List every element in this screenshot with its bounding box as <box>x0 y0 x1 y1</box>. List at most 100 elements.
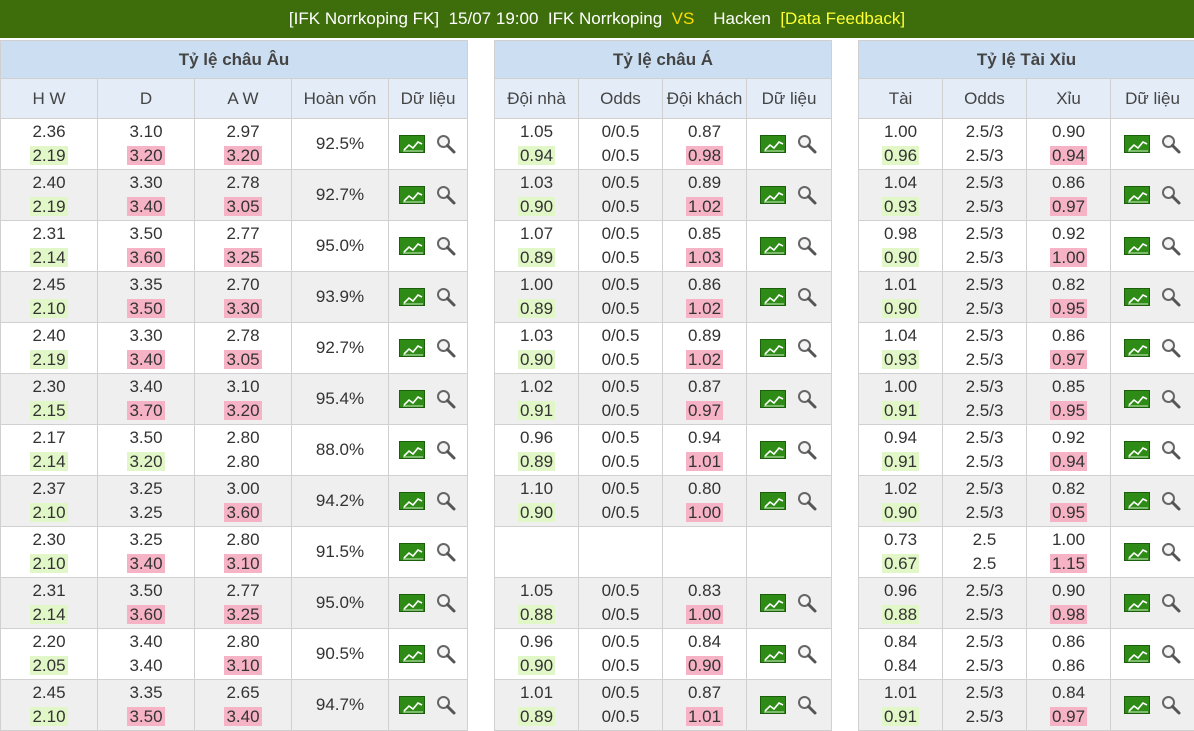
chart-icon[interactable] <box>1123 237 1150 255</box>
chart-icon[interactable] <box>760 288 786 306</box>
chart-icon[interactable] <box>399 288 426 306</box>
search-icon[interactable] <box>435 490 457 512</box>
search-icon[interactable] <box>1160 337 1182 359</box>
search-icon[interactable] <box>796 490 818 512</box>
chart-icon[interactable] <box>1123 390 1150 408</box>
chart-icon[interactable] <box>399 645 426 663</box>
search-icon[interactable] <box>1160 592 1182 614</box>
chart-icon[interactable] <box>1123 543 1150 561</box>
search-icon[interactable] <box>435 286 457 308</box>
search-icon[interactable] <box>1160 541 1182 563</box>
chart-icon[interactable] <box>1123 441 1150 459</box>
search-icon[interactable] <box>796 235 818 257</box>
chart-icon[interactable] <box>399 186 426 204</box>
odds-value: 2.31 <box>32 581 66 600</box>
live-odds: 0/0.5 <box>579 348 662 372</box>
search-icon[interactable] <box>796 694 818 716</box>
search-icon[interactable] <box>435 133 457 155</box>
odds-value: 0.94 <box>687 428 722 447</box>
search-icon[interactable] <box>435 337 457 359</box>
search-icon[interactable] <box>796 286 818 308</box>
chart-icon[interactable] <box>760 492 786 510</box>
search-icon[interactable] <box>435 643 457 665</box>
initial-odds: 0.90 <box>1027 120 1110 144</box>
data-tools <box>1109 271 1194 323</box>
search-icon[interactable] <box>796 337 818 359</box>
chart-icon[interactable] <box>399 543 426 561</box>
chart-icon[interactable] <box>760 594 786 612</box>
search-icon[interactable] <box>796 643 818 665</box>
search-icon[interactable] <box>435 541 457 563</box>
odds-value: 1.00 <box>519 275 554 294</box>
chart-icon[interactable] <box>1123 288 1150 306</box>
initial-odds: 0.96 <box>859 579 942 603</box>
chart-icon[interactable] <box>760 135 786 153</box>
search-icon[interactable] <box>435 592 457 614</box>
odds-value: 2.5/3 <box>965 275 1004 294</box>
search-icon[interactable] <box>435 439 457 461</box>
chart-icon[interactable] <box>399 594 426 612</box>
odds-value: 0.84 <box>883 632 918 651</box>
data-tools <box>1109 577 1194 629</box>
odds-value: 2.5/3 <box>965 707 1004 726</box>
chart-icon[interactable] <box>1123 135 1150 153</box>
live-odds: 3.25 <box>98 501 194 525</box>
search-icon[interactable] <box>1160 286 1182 308</box>
search-icon[interactable] <box>1160 643 1182 665</box>
chart-icon[interactable] <box>760 696 786 714</box>
search-icon[interactable] <box>435 388 457 410</box>
search-icon[interactable] <box>1160 133 1182 155</box>
chart-icon[interactable] <box>760 390 786 408</box>
search-icon[interactable] <box>1160 694 1182 716</box>
chart-icon[interactable] <box>399 696 426 714</box>
search-icon[interactable] <box>796 133 818 155</box>
odds-value: 0/0.5 <box>601 683 640 702</box>
search-icon[interactable] <box>435 694 457 716</box>
odds-value: 1.10 <box>519 479 554 498</box>
odds-value: 0.97 <box>1049 350 1088 369</box>
chart-icon[interactable] <box>399 237 426 255</box>
data-tools <box>387 169 469 221</box>
chart-icon[interactable] <box>399 390 426 408</box>
chart-icon[interactable] <box>399 441 426 459</box>
odds-value: 3.05 <box>224 350 262 369</box>
chart-icon[interactable] <box>1123 594 1150 612</box>
chart-icon[interactable] <box>399 135 426 153</box>
chart-icon[interactable] <box>1123 696 1150 714</box>
data-tools <box>745 118 833 170</box>
search-icon[interactable] <box>1160 184 1182 206</box>
search-icon[interactable] <box>796 592 818 614</box>
data-tools <box>387 679 469 731</box>
chart-icon[interactable] <box>760 186 786 204</box>
live-odds: 3.50 <box>98 297 194 321</box>
search-icon[interactable] <box>1160 490 1182 512</box>
chart-icon[interactable] <box>399 492 426 510</box>
chart-icon[interactable] <box>1123 645 1150 663</box>
team-tag[interactable]: [IFK Norrkoping FK] <box>288 9 440 28</box>
data-tools-group <box>1111 184 1194 206</box>
chart-icon[interactable] <box>760 441 786 459</box>
initial-odds: 2.97 <box>195 120 291 144</box>
search-icon[interactable] <box>435 235 457 257</box>
data-tools-group <box>1111 235 1194 257</box>
search-icon[interactable] <box>1160 235 1182 257</box>
search-icon[interactable] <box>435 184 457 206</box>
chart-icon[interactable] <box>1123 186 1150 204</box>
search-icon[interactable] <box>1160 388 1182 410</box>
chart-icon[interactable] <box>1123 339 1150 357</box>
draw-odds: 3.40 3.70 <box>97 373 195 425</box>
search-icon[interactable] <box>796 388 818 410</box>
data-tools-group <box>747 133 831 155</box>
search-icon[interactable] <box>796 184 818 206</box>
chart-icon[interactable] <box>760 339 786 357</box>
data-feedback-link[interactable]: [Data Feedback] <box>780 9 906 28</box>
chart-icon[interactable] <box>760 645 786 663</box>
away-team[interactable]: Hacken <box>713 9 771 28</box>
search-icon[interactable] <box>1160 439 1182 461</box>
search-icon[interactable] <box>796 439 818 461</box>
chart-icon[interactable] <box>399 339 426 357</box>
home-team[interactable]: IFK Norrkoping <box>547 9 663 28</box>
chart-icon[interactable] <box>1123 492 1150 510</box>
chart-icon[interactable] <box>760 237 786 255</box>
odds-value: 2.37 <box>32 479 66 498</box>
